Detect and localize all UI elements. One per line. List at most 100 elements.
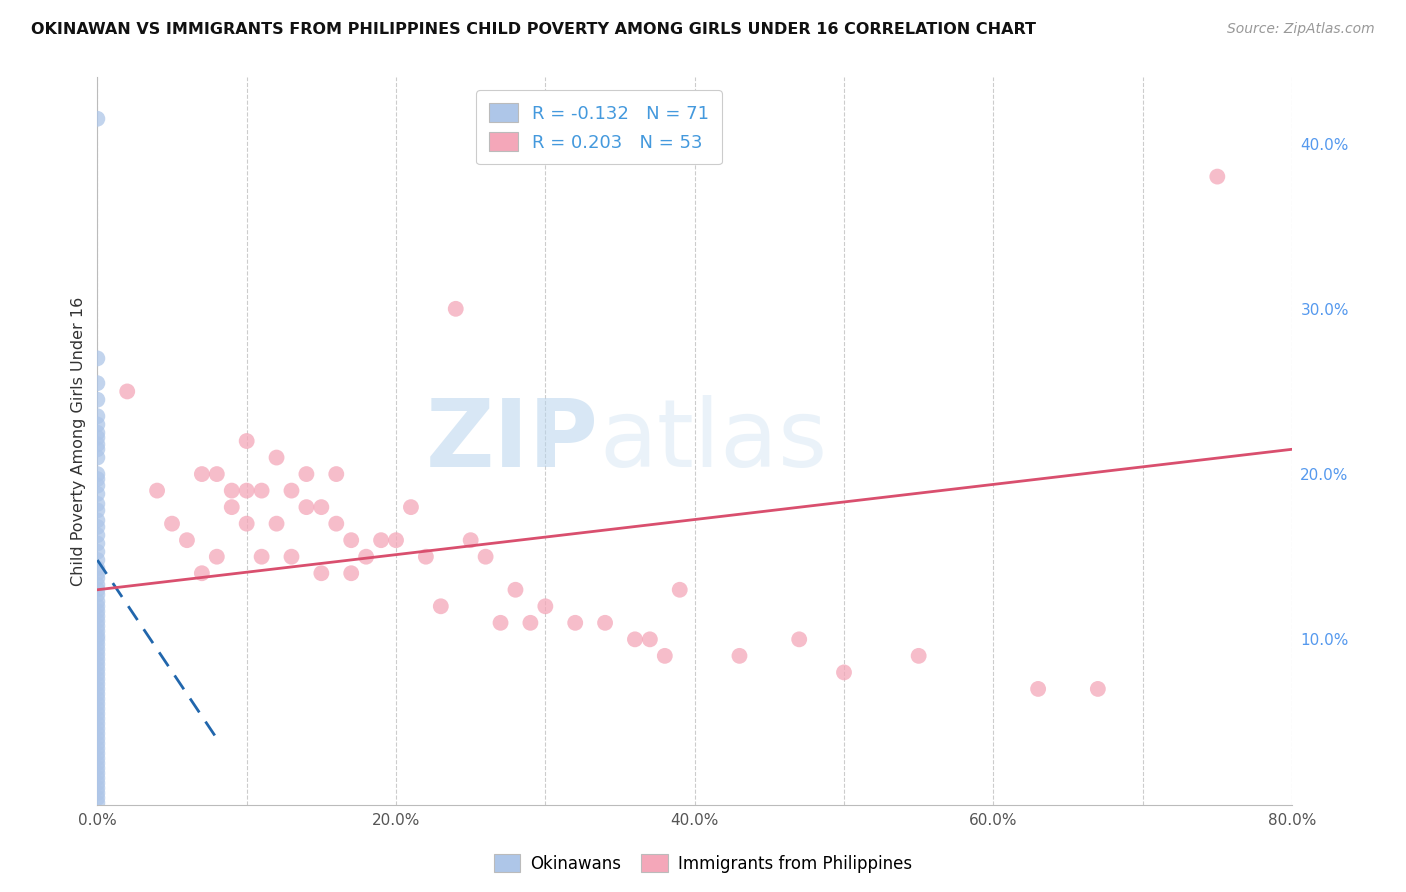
Point (86, 594, 108, 608)
Point (86, 771, 108, 785)
Point (86, 726, 108, 740)
Point (86, 487, 108, 501)
Point (86, 747, 108, 761)
Point (86, 450, 108, 465)
Point (86, 751, 108, 765)
Point (86, 741, 108, 756)
Text: ZIP: ZIP (426, 395, 599, 487)
Point (86, 609, 108, 624)
Point (86, 604, 108, 618)
Point (325, 467, 347, 481)
Point (593, 615, 616, 630)
Point (907, 648, 929, 663)
Legend: R = -0.132   N = 71, R = 0.203   N = 53: R = -0.132 N = 71, R = 0.203 N = 53 (477, 90, 721, 164)
Point (787, 632, 810, 647)
Point (235, 483, 257, 498)
Point (489, 615, 512, 630)
Point (638, 632, 661, 647)
Point (191, 467, 214, 481)
Point (86, 351, 108, 366)
Point (86, 657, 108, 672)
Point (654, 648, 676, 663)
Point (86, 467, 108, 481)
Point (86, 553, 108, 567)
Point (86, 716, 108, 731)
Point (86, 766, 108, 780)
Point (86, 497, 108, 511)
Point (385, 533, 408, 548)
Point (86, 478, 108, 492)
Point (86, 599, 108, 614)
Point (86, 731, 108, 746)
Point (221, 500, 243, 515)
Point (86, 112, 108, 126)
Y-axis label: Child Poverty Among Girls Under 16: Child Poverty Among Girls Under 16 (72, 296, 86, 586)
Point (86, 545, 108, 559)
Point (221, 483, 243, 498)
Point (311, 566, 333, 581)
Point (624, 632, 647, 647)
Point (86, 697, 108, 711)
Point (295, 467, 318, 481)
Legend: Okinawans, Immigrants from Philippines: Okinawans, Immigrants from Philippines (486, 847, 920, 880)
Point (311, 500, 333, 515)
Point (86, 652, 108, 666)
Point (1087, 681, 1109, 696)
Point (505, 582, 527, 597)
Point (728, 648, 751, 663)
Point (235, 434, 257, 448)
Point (86, 503, 108, 517)
Point (176, 533, 198, 548)
Point (86, 780, 108, 795)
Point (86, 528, 108, 542)
Point (86, 392, 108, 407)
Point (205, 467, 228, 481)
Point (86, 614, 108, 628)
Point (340, 566, 363, 581)
Point (266, 516, 288, 531)
Point (444, 301, 467, 316)
Point (86, 578, 108, 592)
Point (86, 736, 108, 750)
Point (280, 549, 302, 564)
Point (430, 599, 453, 614)
Point (86, 472, 108, 486)
Point (235, 516, 257, 531)
Point (86, 706, 108, 721)
Point (86, 619, 108, 633)
Text: OKINAWAN VS IMMIGRANTS FROM PHILIPPINES CHILD POVERTY AMONG GIRLS UNDER 16 CORRE: OKINAWAN VS IMMIGRANTS FROM PHILIPPINES … (31, 22, 1036, 37)
Point (191, 566, 214, 581)
Point (86, 687, 108, 701)
Point (832, 665, 855, 680)
Point (668, 582, 690, 597)
Point (399, 500, 422, 515)
Point (86, 417, 108, 432)
Point (86, 409, 108, 424)
Point (86, 647, 108, 661)
Point (415, 549, 437, 564)
Point (370, 533, 392, 548)
Text: atlas: atlas (599, 395, 827, 487)
Point (86, 561, 108, 575)
Point (160, 516, 183, 531)
Point (86, 571, 108, 585)
Point (460, 533, 482, 548)
Point (86, 776, 108, 790)
Point (86, 761, 108, 775)
Point (86, 667, 108, 681)
Point (86, 536, 108, 550)
Point (86, 582, 108, 597)
Point (1026, 681, 1049, 696)
Point (564, 615, 586, 630)
Point (295, 500, 318, 515)
Point (146, 483, 169, 498)
Point (86, 702, 108, 716)
Point (86, 513, 108, 527)
Point (474, 549, 496, 564)
Point (86, 712, 108, 726)
Point (205, 549, 228, 564)
Point (86, 756, 108, 771)
Point (86, 588, 108, 602)
Point (86, 786, 108, 800)
Point (86, 425, 108, 440)
